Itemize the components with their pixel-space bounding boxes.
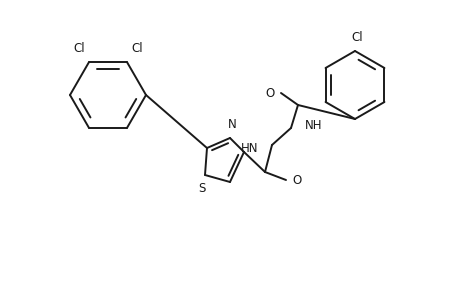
Text: Cl: Cl [350,31,362,44]
Text: Cl: Cl [73,42,85,55]
Text: Cl: Cl [131,42,142,55]
Text: HN: HN [240,142,257,154]
Text: O: O [265,86,274,100]
Text: O: O [291,173,301,187]
Text: S: S [198,182,205,195]
Text: N: N [227,118,236,131]
Text: NH: NH [304,118,322,131]
